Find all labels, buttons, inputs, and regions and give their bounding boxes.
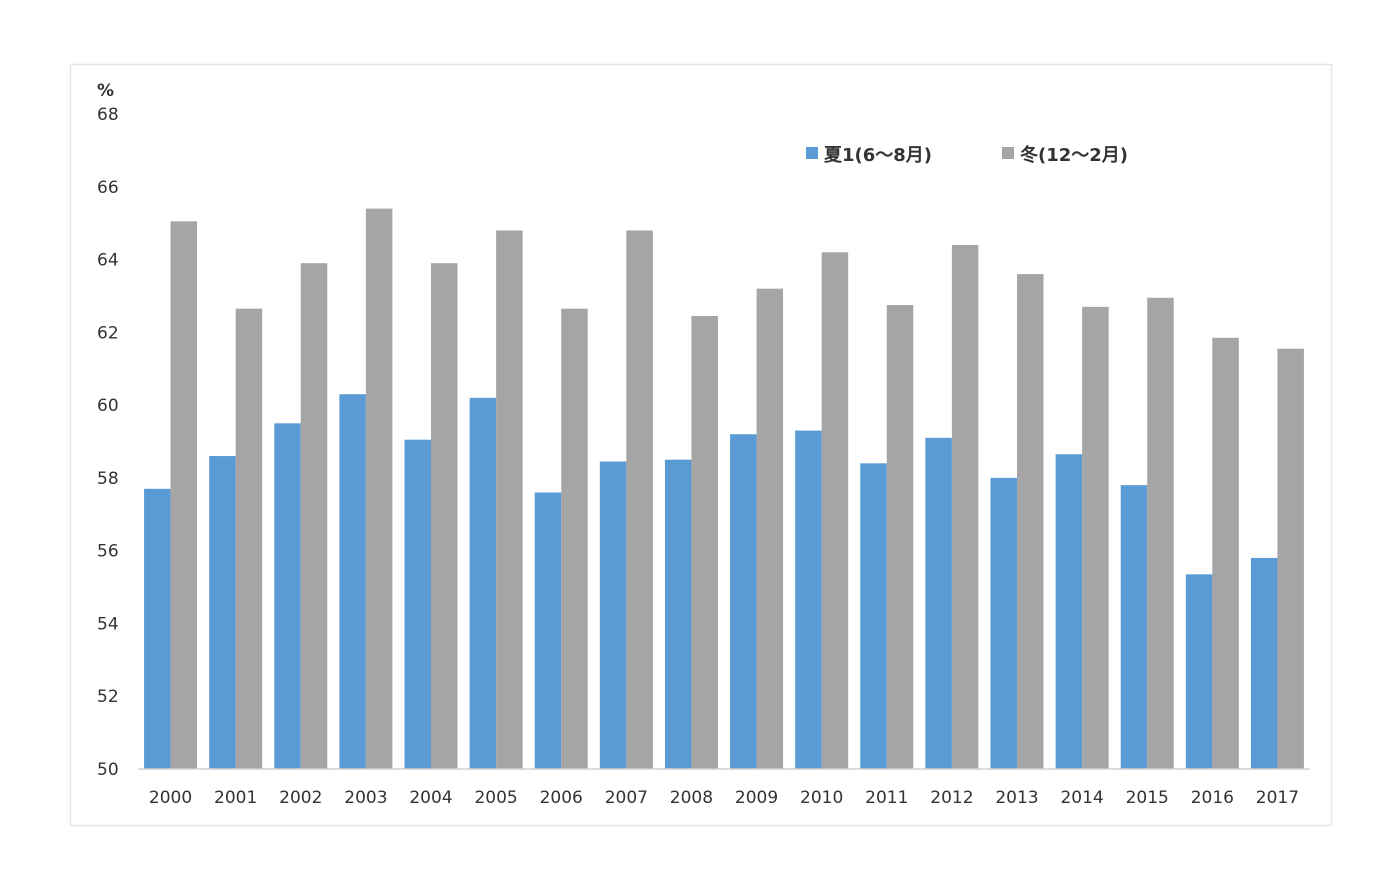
bar-winter-2017 [1277,348,1304,769]
x-tick-label: 2000 [149,788,192,808]
bar-winter-2000 [170,221,198,770]
bar-winter-2007 [626,230,653,769]
bar-summer-2011 [860,463,887,769]
bar-summer-2000 [144,488,171,769]
x-tick-label: 2002 [279,788,322,808]
bar-winter-2006 [561,308,588,769]
x-tick-label: 2008 [670,788,713,808]
x-tick-label: 2004 [409,788,452,808]
bar-summer-2001 [209,456,236,769]
bar-winter-2014 [1082,306,1109,769]
bar-summer-2017 [1250,557,1278,769]
x-tick-label: 2006 [540,788,583,808]
bars [144,208,1304,770]
y-tick-label: 50 [97,760,119,780]
y-tick-label: 56 [97,542,119,562]
bar-summer-2013 [990,477,1017,769]
bar-summer-2004 [404,439,431,769]
bar-winter-2004 [431,263,458,769]
y-tick-label: 66 [97,178,119,198]
bar-winter-2001 [235,308,263,769]
x-tick-label: 2010 [800,788,843,808]
bar-winter-2013 [1017,274,1044,769]
bar-summer-2002 [274,423,301,769]
y-tick-label: 68 [97,105,119,125]
legend-item-winter: 冬(12〜2月) [1002,144,1128,166]
x-tick-label: 2014 [1060,788,1103,808]
bar-winter-2002 [300,263,328,769]
bar-summer-2010 [795,430,822,769]
x-axis-ticks: 2000 2001 2002 2003 2004 2005 2006 2007 2008 2009… [149,788,1299,808]
x-tick-label: 2007 [605,788,648,808]
bar-summer-2008 [664,459,692,769]
x-tick-label: 2009 [735,788,778,808]
y-tick-label: 60 [97,396,119,416]
x-tick-label: 2017 [1256,788,1299,808]
y-tick-label: 54 [97,614,119,634]
x-tick-label: 2003 [344,788,387,808]
x-tick-label: 2012 [930,788,973,808]
x-tick-label: 2011 [865,788,908,808]
legend-swatch-winter [1002,147,1014,159]
y-axis-unit-label: % [97,81,114,101]
legend-label-winter: 冬(12〜2月) [1020,144,1128,166]
x-tick-label: 2001 [214,788,257,808]
bar-winter-2003 [365,208,393,770]
legend-item-summer: 夏1(6〜8月) [806,145,932,166]
bar-winter-2009 [756,288,784,769]
bar-winter-2011 [886,305,914,769]
bar-summer-2005 [469,397,497,769]
legend: 夏1(6〜8月) 冬(12〜2月) [806,144,1128,166]
bar-summer-2015 [1120,485,1148,769]
bar-summer-2009 [730,434,757,769]
y-tick-label: 64 [97,251,119,271]
bar-winter-2012 [951,245,979,769]
bar-winter-2015 [1147,297,1174,769]
bar-summer-2007 [599,461,627,769]
x-tick-label: 2005 [474,788,517,808]
bar-summer-2012 [925,437,952,769]
x-tick-label: 2015 [1126,788,1169,808]
bar-winter-2016 [1212,337,1239,769]
x-tick-label: 2016 [1191,788,1234,808]
bar-summer-2006 [534,492,562,769]
y-tick-label: 62 [97,323,119,343]
y-axis-ticks: 50 52 54 56 58 60 62 64 66 68 [97,105,119,780]
y-tick-label: 58 [97,469,119,489]
bar-summer-2014 [1055,454,1083,769]
legend-swatch-summer [806,147,818,159]
bar-winter-2008 [691,315,718,769]
bar-winter-2005 [496,230,523,769]
bar-summer-2003 [339,394,366,769]
bar-summer-2016 [1185,574,1213,769]
legend-label-summer: 夏1(6〜8月) [824,145,932,166]
y-tick-label: 52 [97,687,119,707]
x-tick-label: 2013 [995,788,1038,808]
bar-winter-2010 [821,252,849,769]
